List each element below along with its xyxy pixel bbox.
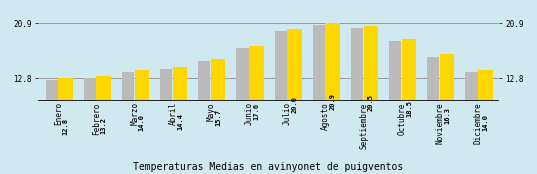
Bar	[402, 39, 416, 166]
Bar	[236, 48, 249, 166]
Bar	[122, 72, 134, 166]
Text: 14.4: 14.4	[177, 113, 183, 130]
Bar	[274, 31, 287, 166]
Bar	[325, 23, 340, 166]
Bar	[46, 80, 58, 166]
Text: Temperaturas Medias en avinyonet de puigventos: Temperaturas Medias en avinyonet de puig…	[133, 162, 404, 172]
Text: 12.8: 12.8	[62, 118, 68, 135]
Bar	[173, 68, 187, 166]
Text: 20.0: 20.0	[292, 96, 297, 113]
Bar	[96, 76, 111, 166]
Text: 14.0: 14.0	[482, 114, 488, 131]
Bar	[364, 26, 378, 166]
Bar	[58, 78, 72, 166]
Text: 13.2: 13.2	[100, 117, 107, 134]
Bar	[84, 78, 96, 166]
Bar	[135, 70, 149, 166]
Bar	[427, 57, 439, 166]
Bar	[160, 69, 172, 166]
Bar	[351, 28, 363, 166]
Text: 20.5: 20.5	[368, 94, 374, 111]
Bar	[478, 70, 492, 166]
Text: 16.3: 16.3	[444, 107, 450, 124]
Bar	[211, 59, 226, 166]
Text: 18.5: 18.5	[406, 100, 412, 117]
Text: 17.6: 17.6	[253, 103, 259, 120]
Text: 15.7: 15.7	[215, 109, 221, 126]
Bar	[466, 72, 477, 166]
Bar	[287, 29, 302, 166]
Bar	[313, 25, 325, 166]
Bar	[249, 46, 264, 166]
Bar	[389, 41, 401, 166]
Bar	[198, 61, 211, 166]
Text: 14.0: 14.0	[139, 114, 145, 131]
Text: 20.9: 20.9	[330, 93, 336, 110]
Bar	[440, 54, 454, 166]
